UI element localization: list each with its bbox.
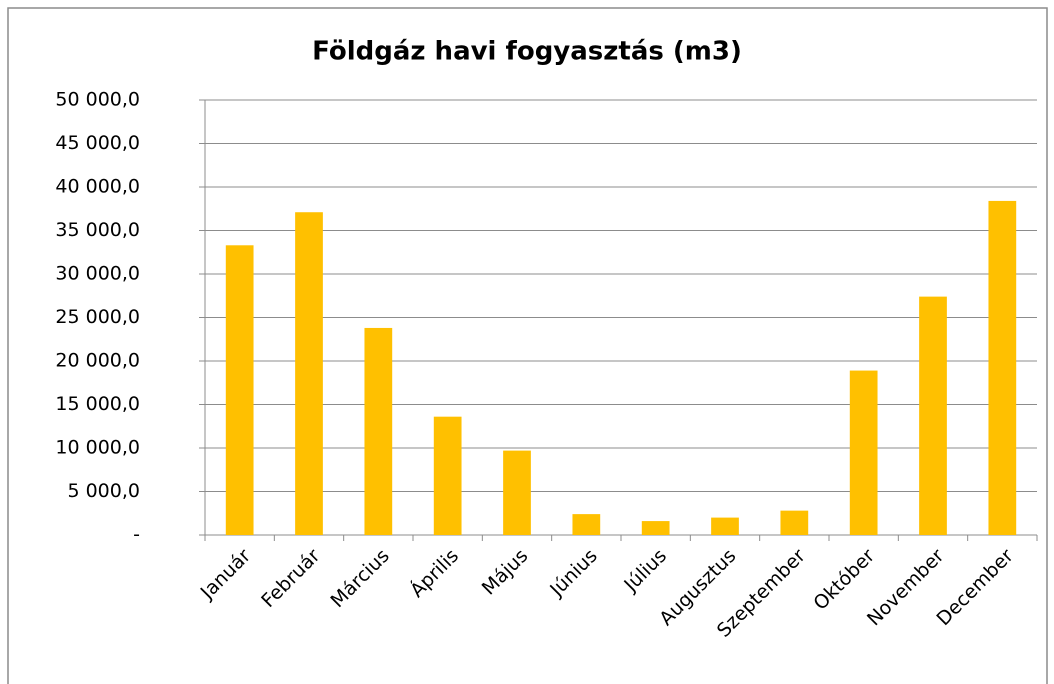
- y-tick-label: 45 000,0: [55, 132, 140, 154]
- x-tick-label: Május: [478, 545, 533, 600]
- y-tick-label: 50 000,0: [55, 89, 140, 111]
- x-tick-label: Február: [257, 545, 324, 612]
- bar: [364, 327, 393, 535]
- y-tick-label: 5 000,0: [67, 480, 140, 502]
- bar: [503, 450, 531, 535]
- x-tick-label: Június: [545, 545, 602, 602]
- chart-frame: [7, 7, 1048, 684]
- bar: [433, 416, 462, 535]
- y-tick-label: 35 000,0: [55, 219, 140, 241]
- y-tick-label: 20 000,0: [55, 350, 140, 372]
- x-tick-label: Október: [809, 545, 879, 615]
- bar: [225, 245, 254, 536]
- bar: [641, 521, 670, 535]
- x-tick-label: Április: [405, 544, 463, 602]
- y-tick-label: 40 000,0: [55, 176, 140, 198]
- x-tick-label: Március: [327, 545, 394, 612]
- bar: [849, 370, 878, 535]
- chart-title: Földgáz havi fogyasztás (m3): [312, 37, 742, 67]
- bar: [295, 212, 323, 536]
- bar: [919, 296, 947, 535]
- x-tick-label: Január: [196, 545, 255, 604]
- y-tick-label: 30 000,0: [55, 263, 140, 285]
- y-tick-label: -: [133, 524, 140, 546]
- y-tick-label: 25 000,0: [55, 306, 140, 328]
- y-tick-label: 15 000,0: [55, 393, 140, 415]
- bar: [780, 510, 809, 535]
- x-tick-label: Július: [619, 545, 671, 597]
- bar: [711, 517, 739, 535]
- y-tick-label: 10 000,0: [55, 437, 140, 459]
- bar: [988, 200, 1017, 536]
- bar: [572, 514, 601, 535]
